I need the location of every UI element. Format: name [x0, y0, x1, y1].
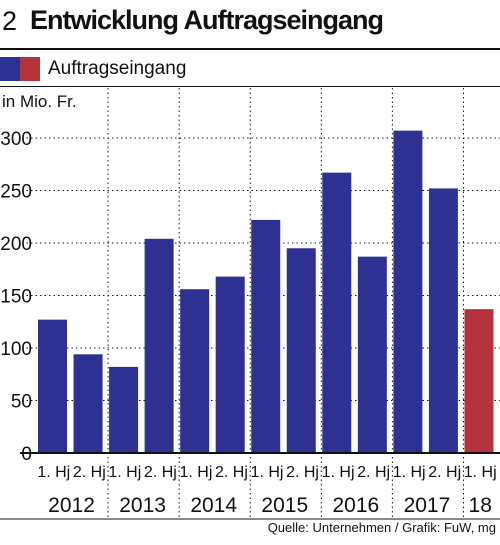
legend-swatch — [0, 57, 40, 81]
bar — [251, 219, 281, 453]
x-tick-label: 1. Hj — [179, 464, 212, 481]
y-tick-label: 200 — [0, 234, 32, 255]
x-tick-label: 2. Hj — [286, 464, 319, 481]
bar — [393, 130, 423, 453]
bar — [109, 366, 139, 453]
x-tick-label: 1. Hj — [464, 464, 497, 481]
bar — [38, 319, 67, 453]
x-tick-label: 1. Hj — [393, 464, 426, 481]
bar — [144, 238, 174, 453]
bar — [428, 188, 458, 453]
x-tick-label: 2. Hj — [428, 464, 461, 481]
chart-number: 2 — [2, 6, 18, 36]
legend: Auftragseingang — [0, 52, 500, 86]
legend-swatch-blue — [0, 57, 20, 81]
x-tick-label: 1. Hj — [108, 464, 141, 481]
legend-label: Auftragseingang — [48, 58, 187, 79]
year-label: 2016 — [332, 494, 379, 517]
bar — [357, 256, 387, 453]
bar — [180, 289, 210, 453]
year-label: 2015 — [261, 494, 308, 517]
legend-swatch-red — [20, 57, 40, 81]
y-tick-label: 300 — [0, 129, 32, 150]
x-tick-label: 2. Hj — [73, 464, 106, 481]
year-label: 2017 — [404, 494, 451, 517]
year-label: 2013 — [119, 494, 166, 517]
bar — [464, 309, 494, 453]
x-tick-label: 2. Hj — [215, 464, 248, 481]
chart-header: 2 Entwicklung Auftragseingang — [0, 0, 500, 50]
source-credit: Quelle: Unternehmen / Grafik: FuW, mg — [267, 520, 496, 535]
legend-divider — [0, 86, 500, 87]
y-tick-label: 150 — [0, 287, 32, 308]
x-tick-label: 2. Hj — [144, 464, 177, 481]
year-label: 18 — [469, 494, 492, 517]
x-tick-label: 1. Hj — [322, 464, 355, 481]
x-tick-label: 2. Hj — [357, 464, 390, 481]
y-tick-label: 100 — [0, 339, 32, 360]
bar — [286, 248, 316, 453]
y-axis-unit-label: in Mio. Fr. — [2, 92, 77, 111]
bar — [322, 172, 352, 453]
year-label: 2014 — [190, 494, 237, 517]
bar — [73, 354, 103, 453]
y-tick-label: 50 — [11, 392, 32, 413]
x-tick-label: 1. Hj — [37, 464, 70, 481]
bar — [215, 276, 245, 453]
y-tick-label: 250 — [0, 182, 32, 203]
x-tick-label: 1. Hj — [251, 464, 284, 481]
y-tick-label: 0 — [21, 444, 32, 465]
year-label: 2012 — [48, 494, 95, 517]
chart-title: Entwicklung Auftragseingang — [30, 5, 384, 35]
